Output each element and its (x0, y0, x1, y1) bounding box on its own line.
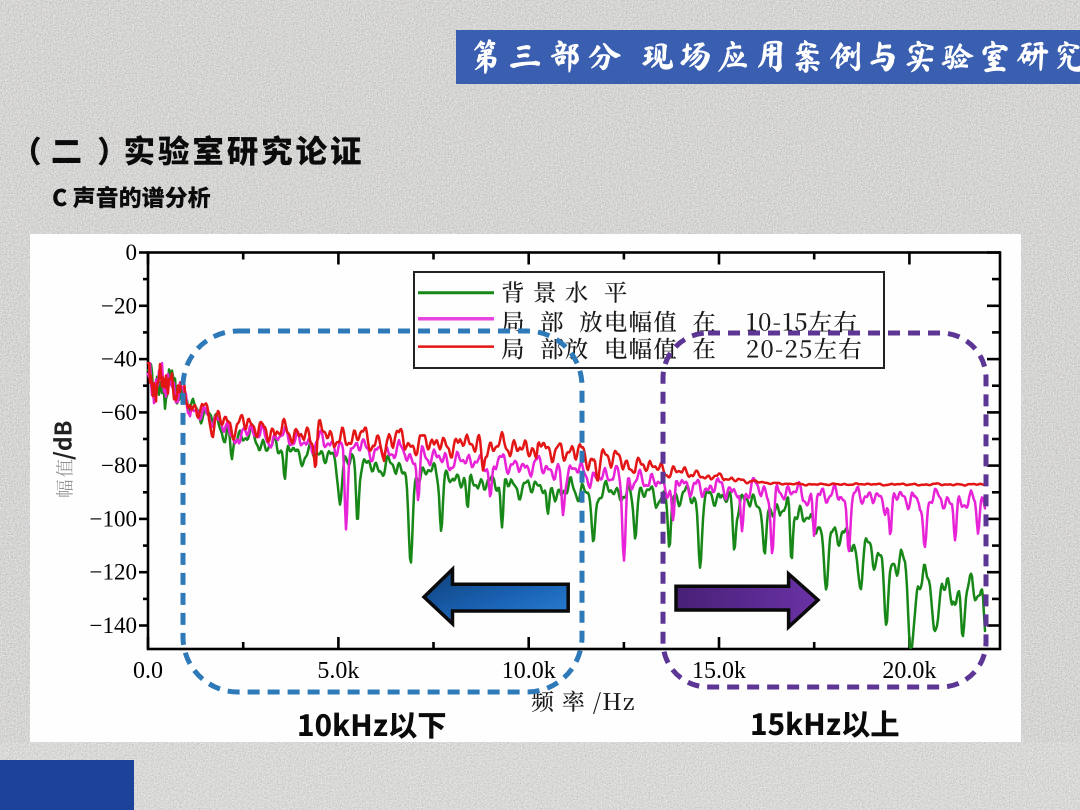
svg-text:0.0: 0.0 (133, 658, 163, 684)
svg-text:−100: −100 (90, 506, 137, 531)
svg-text:20.0k: 20.0k (882, 658, 936, 684)
svg-text:−120: −120 (90, 560, 137, 585)
svg-text:−60: −60 (101, 400, 137, 425)
svg-text:15.0k: 15.0k (692, 658, 746, 684)
svg-text:−40: −40 (101, 347, 137, 372)
svg-text:−140: −140 (90, 613, 137, 638)
svg-text:−80: −80 (101, 453, 137, 478)
svg-text:5.0k: 5.0k (317, 658, 359, 684)
svg-text:10.0k: 10.0k (502, 658, 556, 684)
svg-text:0: 0 (126, 240, 138, 265)
svg-text:−20: −20 (101, 293, 137, 318)
